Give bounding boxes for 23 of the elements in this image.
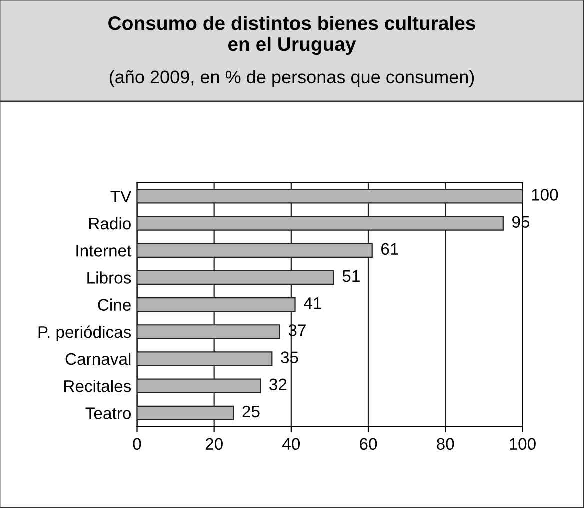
x-tick-label: 100	[510, 438, 536, 450]
data-label: 51	[342, 270, 360, 282]
x-tick-label: 60	[360, 438, 378, 450]
data-label: 32	[270, 378, 287, 391]
x-tick-label: 0	[133, 438, 142, 450]
y-tick-label: Internet	[76, 245, 132, 257]
data-label: 61	[382, 243, 398, 256]
x-tick-label: 40	[282, 438, 300, 450]
x-tick-label: 20	[206, 438, 223, 450]
chart-subtitle: (año 2009, en % de personas que consumen)	[110, 70, 474, 88]
y-tick-label: Cine	[98, 298, 131, 312]
y-tick-label: Carnaval	[66, 352, 131, 366]
y-tick-label: Teatro	[86, 408, 131, 420]
data-label: 41	[304, 298, 322, 310]
y-tick-label: Radio	[90, 217, 131, 230]
data-label: 25	[242, 406, 260, 418]
y-tick-label: Libros	[88, 272, 132, 284]
data-label: 100	[532, 189, 558, 201]
y-tick-label: TV	[110, 191, 132, 202]
y-tick-label: P. periódicas	[38, 326, 132, 342]
x-tick-label: 80	[437, 438, 454, 450]
y-tick-label: Recitales	[64, 380, 132, 392]
chart-title: Consumo de distintos bienes culturales en el Uruguay	[108, 16, 476, 56]
